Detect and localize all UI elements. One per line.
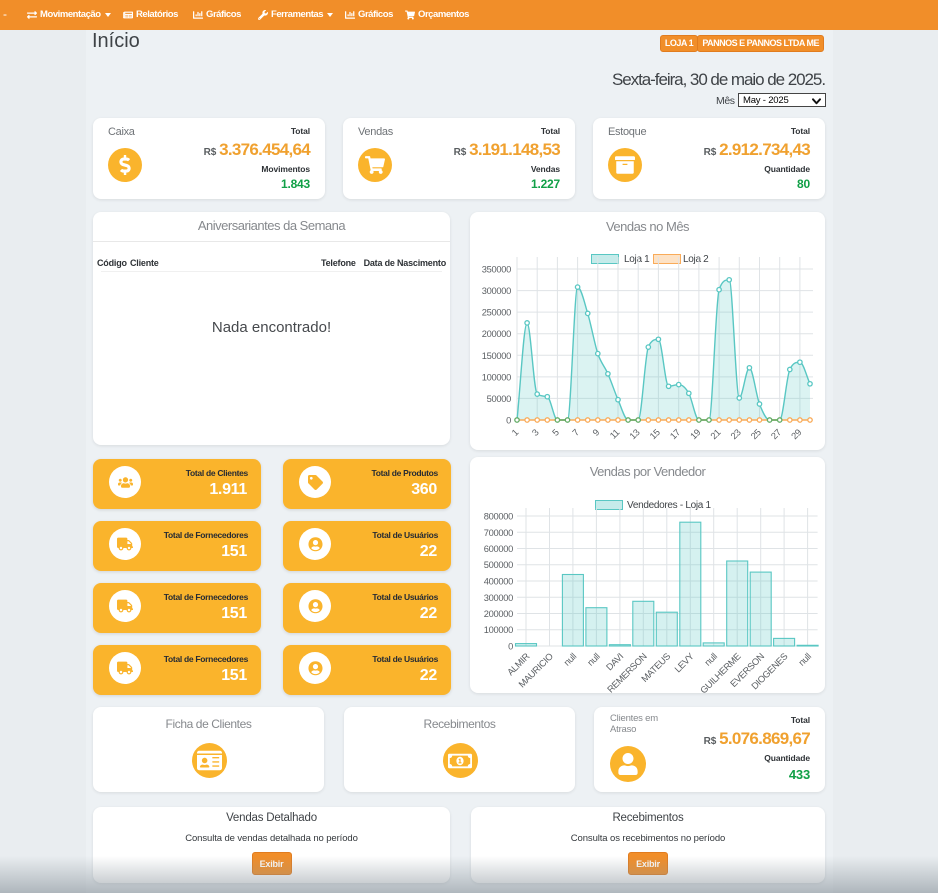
svg-text:700000: 700000 bbox=[484, 528, 513, 538]
svg-text:19: 19 bbox=[688, 427, 702, 441]
svg-text:50000: 50000 bbox=[487, 394, 511, 404]
svg-text:600000: 600000 bbox=[484, 544, 513, 554]
svg-text:0: 0 bbox=[506, 416, 511, 426]
svg-text:21: 21 bbox=[709, 427, 723, 441]
svg-text:0: 0 bbox=[508, 642, 513, 652]
svg-text:150000: 150000 bbox=[482, 351, 511, 361]
svg-text:17: 17 bbox=[668, 427, 682, 441]
svg-text:3: 3 bbox=[530, 427, 541, 438]
svg-text:800000: 800000 bbox=[484, 512, 513, 522]
svg-text:null: null bbox=[585, 651, 602, 668]
svg-text:11: 11 bbox=[608, 427, 622, 441]
svg-text:300000: 300000 bbox=[482, 286, 511, 296]
svg-text:350000: 350000 bbox=[482, 265, 511, 275]
svg-text:null: null bbox=[703, 651, 720, 668]
svg-text:9: 9 bbox=[591, 427, 602, 438]
svg-text:250000: 250000 bbox=[482, 308, 511, 318]
svg-text:DAVI: DAVI bbox=[604, 651, 625, 672]
svg-text:5: 5 bbox=[550, 427, 561, 438]
svg-text:null: null bbox=[562, 651, 579, 668]
svg-text:LEVY: LEVY bbox=[673, 651, 696, 674]
svg-text:200000: 200000 bbox=[484, 609, 513, 619]
svg-text:13: 13 bbox=[628, 427, 642, 441]
svg-text:27: 27 bbox=[769, 427, 783, 441]
svg-text:400000: 400000 bbox=[484, 577, 513, 587]
svg-text:300000: 300000 bbox=[484, 593, 513, 603]
svg-text:1: 1 bbox=[510, 427, 521, 438]
svg-text:500000: 500000 bbox=[484, 560, 513, 570]
svg-text:200000: 200000 bbox=[482, 329, 511, 339]
svg-text:7: 7 bbox=[570, 427, 581, 438]
svg-text:25: 25 bbox=[749, 427, 763, 441]
svg-text:null: null bbox=[797, 651, 814, 668]
svg-text:29: 29 bbox=[789, 427, 803, 441]
svg-text:15: 15 bbox=[648, 427, 662, 441]
svg-text:100000: 100000 bbox=[484, 625, 513, 635]
svg-text:100000: 100000 bbox=[482, 372, 511, 382]
svg-text:23: 23 bbox=[729, 427, 743, 441]
